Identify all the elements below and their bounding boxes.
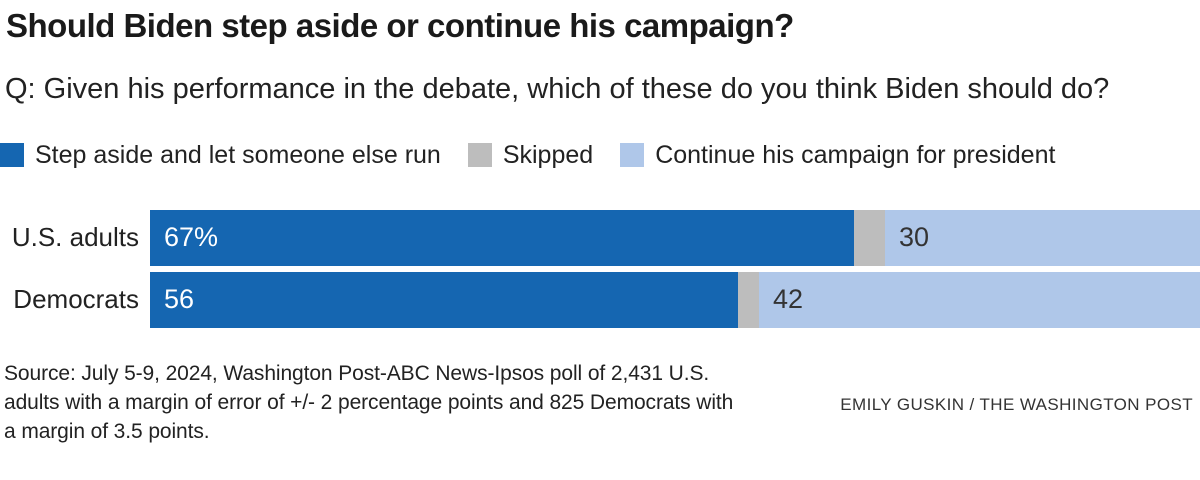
legend-label: Skipped (502, 140, 594, 169)
legend-item: Skipped (467, 140, 594, 170)
chart-title: Should Biden step aside or continue his … (6, 7, 794, 44)
legend-label: Continue his campaign for president (655, 140, 1056, 169)
source-note: Source: July 5-9, 2024, Washington Post-… (4, 359, 1200, 446)
row-label: Democrats (13, 284, 139, 315)
row-label: U.S. adults (11, 222, 139, 253)
value-label: 56 (164, 284, 195, 315)
bar-segment: 30 (885, 209, 1200, 266)
chart-footer: Source: July 5-9, 2024, Washington Post-… (0, 359, 1200, 446)
bar-row: U.S. adults 67% 30 (0, 209, 1200, 266)
bar-segment: 42 (759, 271, 1200, 328)
stacked-bar: 56 42 (150, 271, 1200, 328)
value-label: 42 (773, 284, 804, 315)
legend-swatch (620, 143, 645, 168)
bar-rows: U.S. adults 67% 30 Democrats 56 42 (0, 209, 1200, 328)
legend-item: Step aside and let someone else run (0, 141, 441, 170)
byline-credit: EMILY GUSKIN / THE WASHINGTON POST (840, 394, 1193, 414)
chart-legend: Step aside and let someone else run Skipp… (0, 141, 1200, 170)
value-label: 30 (899, 222, 930, 253)
bar-row: Democrats 56 42 (0, 271, 1200, 328)
source-line: adults with a margin of error of +/- 2 p… (4, 390, 734, 414)
bar-segment (738, 271, 759, 328)
poll-chart-card: Should Biden step aside or continue his … (0, 7, 1200, 480)
source-line: Source: July 5-9, 2024, Washington Post-… (4, 361, 710, 385)
legend-swatch (0, 143, 24, 168)
bar-segment (853, 209, 885, 266)
stacked-bar: 67% 30 (150, 209, 1200, 266)
value-label: 67% (164, 222, 219, 253)
bar-segment: 56 (150, 271, 738, 328)
source-line: a margin of 3.5 points. (4, 419, 210, 443)
chart-question: Q: Given his performance in the debate, … (5, 72, 1110, 105)
legend-swatch (467, 143, 492, 168)
legend-label: Step aside and let someone else run (35, 140, 441, 169)
legend-item: Continue his campaign for president (620, 141, 1055, 170)
bar-segment: 67% (150, 209, 854, 266)
